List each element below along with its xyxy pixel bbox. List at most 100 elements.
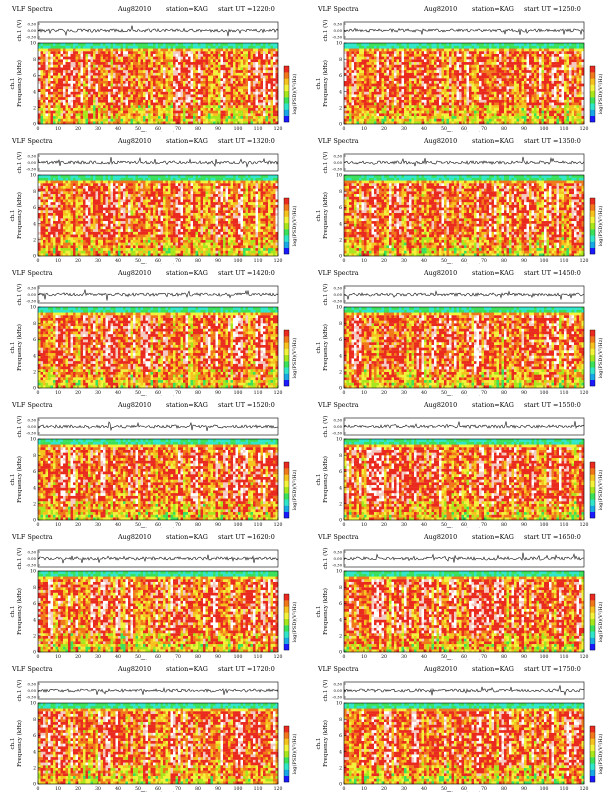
spectrogram-cell: [389, 78, 392, 81]
spectrogram-cell: [426, 99, 430, 103]
spectrogram-cell: [215, 70, 219, 73]
spectrogram-cell: [138, 118, 141, 122]
spectrogram-cell: [391, 105, 395, 108]
spectrogram-cell: [429, 113, 432, 117]
spectrogram-cell: [504, 115, 507, 119]
spectrogram-cell: [175, 118, 179, 122]
spectrogram-cell: [499, 102, 502, 106]
spectrogram-cell: [165, 72, 169, 76]
spectrogram-cell: [245, 110, 249, 114]
spectrogram-cell: [58, 80, 61, 84]
spectrogram-cell: [238, 97, 241, 100]
spectrogram-cell: [371, 102, 375, 106]
spectrogram-cell: [250, 56, 254, 60]
spectrogram-cell: [429, 102, 432, 106]
spectrogram-cell: [100, 48, 104, 52]
spectrogram-cell: [158, 102, 161, 106]
spectrogram-cell: [454, 97, 457, 100]
spectrogram-cell: [534, 83, 537, 87]
spectrogram-cell: [38, 86, 41, 90]
spectrogram-cell: [399, 118, 402, 122]
spectrogram-cell: [481, 72, 485, 76]
spectrogram-cell: [188, 64, 191, 68]
spectrogram-cell: [63, 72, 66, 76]
spectrogram-cell: [344, 99, 347, 103]
spectrogram-cell: [494, 110, 497, 114]
spectrogram-cell: [421, 113, 425, 117]
spectrogram-cell: [40, 61, 44, 65]
spectrogram-cell: [180, 121, 184, 125]
spectrogram-cell: [361, 107, 365, 111]
spectrogram-cell: [98, 59, 101, 63]
spectrogram-cell: [265, 88, 269, 92]
spectrogram-cell: [93, 61, 96, 65]
spectrogram-cell: [494, 97, 497, 100]
spectrogram-cell: [223, 88, 226, 92]
spectrogram-cell: [173, 121, 176, 125]
spectrogram-cell: [218, 48, 221, 52]
spectrogram-cell: [559, 80, 562, 84]
spectrogram-cell: [374, 105, 377, 108]
spectrogram-cell: [168, 113, 171, 117]
spectrogram-cell: [481, 86, 485, 90]
spectrogram-cell: [275, 53, 279, 57]
spectrogram-cell: [88, 48, 91, 52]
spectrogram-cell: [536, 70, 540, 73]
spectrogram-cell: [250, 91, 254, 95]
spectrogram-cell: [494, 118, 497, 122]
spectrogram-cell: [215, 113, 219, 117]
spectrogram-cell: [143, 113, 146, 117]
spectrogram-cell: [243, 43, 246, 46]
spectrogram-cell: [68, 51, 71, 54]
spectrogram-cell: [183, 61, 186, 65]
spectrogram-cell: [409, 78, 412, 81]
spectrogram-cell: [474, 88, 477, 92]
spectrogram-cell: [444, 94, 447, 98]
spectrogram-cell: [95, 45, 99, 49]
spectrogram-cell: [496, 91, 500, 95]
spectrogram-cell: [160, 75, 164, 79]
spectrogram-cell: [208, 110, 211, 114]
spectrogram-cell: [125, 75, 129, 79]
spectrogram-cell: [40, 99, 44, 103]
spectrogram-cell: [556, 75, 560, 79]
spectrogram-cell: [68, 67, 71, 71]
spectrogram-cell: [273, 64, 276, 68]
spectrogram-cell: [504, 97, 507, 100]
spectrogram-cell: [130, 78, 134, 81]
spectrogram-cell: [133, 59, 136, 63]
spectrogram-cell: [240, 53, 244, 57]
spectrogram-cell: [233, 110, 236, 114]
spectrogram-cell: [68, 99, 71, 103]
spectrogram-cell: [419, 94, 422, 98]
spectrogram-cell: [504, 113, 507, 117]
spectrogram-cell: [108, 75, 111, 79]
spectrogram-cell: [359, 67, 362, 71]
spectrogram-cell: [504, 118, 507, 122]
spectrogram-cell: [118, 64, 121, 68]
spectrogram-cell: [456, 113, 460, 117]
spectrogram-cell: [396, 70, 400, 73]
spectrogram-cell: [416, 121, 420, 125]
spectrogram-cell: [431, 99, 435, 103]
spectrogram-cell: [210, 99, 214, 103]
spectrogram-cell: [424, 102, 427, 106]
spectrogram-cell: [381, 97, 385, 100]
spectrogram-cell: [143, 59, 146, 63]
spectrogram-cell: [43, 59, 46, 63]
spectrogram-cell: [494, 67, 497, 71]
spectrogram-cell: [230, 75, 234, 79]
spectrogram-cell: [441, 83, 445, 87]
spectrogram-cell: [150, 102, 154, 106]
spectrogram-cell: [58, 51, 61, 54]
spectrogram-cell: [63, 97, 66, 100]
spectrogram-cell: [441, 118, 445, 122]
spectrogram-cell: [258, 121, 261, 125]
spectrogram-cell: [43, 45, 46, 49]
spectrogram-cell: [250, 72, 254, 76]
spectrogram-cell: [351, 97, 355, 100]
spectrogram-cell: [494, 91, 497, 95]
spectrogram-cell: [265, 121, 269, 125]
spectrogram-cell: [361, 102, 365, 106]
spectrogram-cell: [40, 70, 44, 73]
